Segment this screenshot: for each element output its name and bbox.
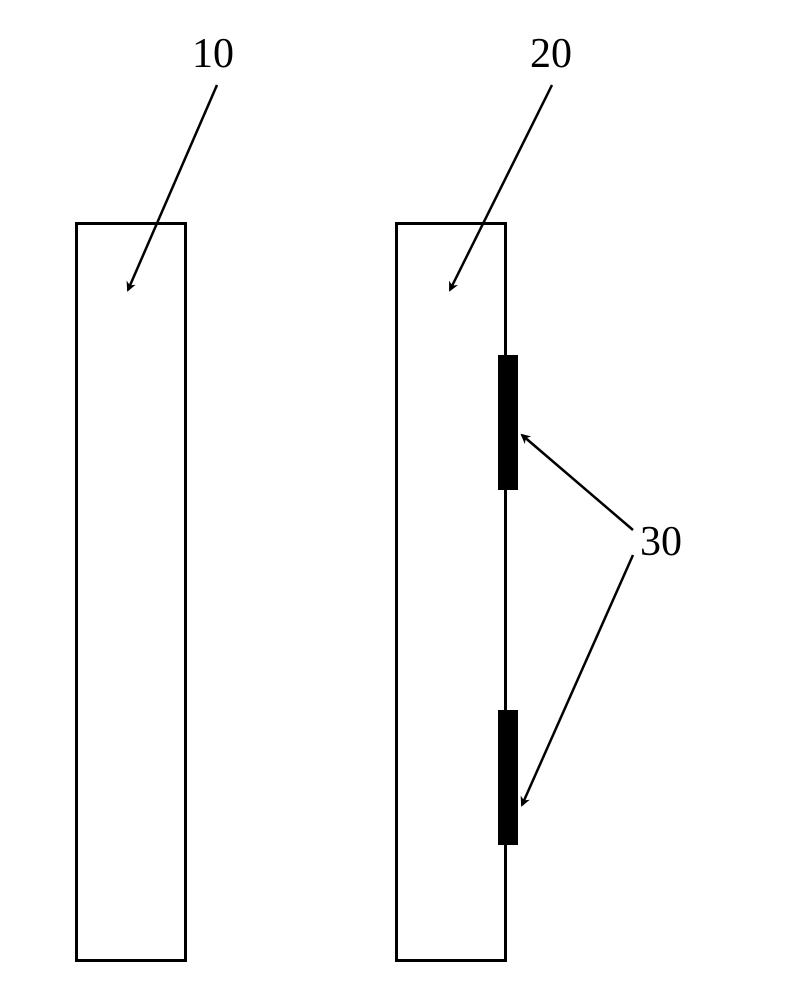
- arrow-30-bottom: [522, 555, 633, 805]
- arrow-20: [450, 85, 552, 290]
- diagram-canvas: 10 20 30: [0, 0, 792, 1000]
- arrow-10: [128, 85, 217, 290]
- label-30: 30: [640, 518, 682, 566]
- arrow-30-top: [522, 435, 633, 530]
- label-20: 20: [530, 30, 572, 78]
- arrows-layer: [0, 0, 792, 1000]
- label-10: 10: [192, 30, 234, 78]
